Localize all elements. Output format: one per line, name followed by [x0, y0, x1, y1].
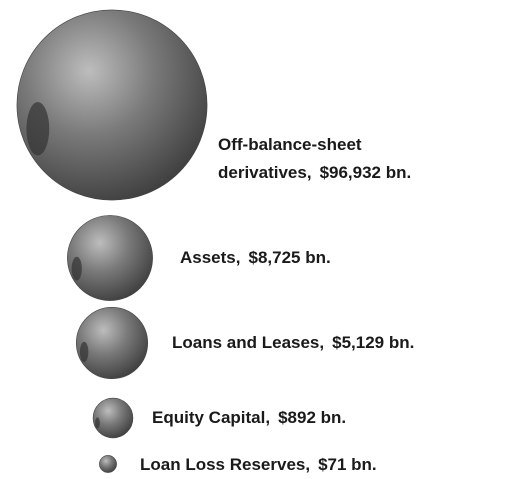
value-label: $892 bn. — [278, 408, 347, 427]
label: Equity Capital, $892 bn. — [152, 404, 346, 432]
category-label: Loans and Leases, — [172, 333, 325, 352]
value-label: $71 bn. — [318, 455, 377, 474]
category-label: Assets, — [180, 248, 241, 267]
category-label: Off-balance-sheet derivatives, — [218, 135, 362, 182]
category-label: Loan Loss Reserves, — [140, 455, 311, 474]
sphere-shade — [26, 102, 50, 156]
sphere-shade — [71, 256, 82, 281]
sphere — [67, 215, 153, 301]
value-label: $96,932 bn. — [319, 163, 412, 182]
sphere — [99, 455, 117, 473]
sphere-shade — [79, 341, 89, 362]
label: Assets, $8,725 bn. — [180, 244, 331, 272]
category-label: Equity Capital, — [152, 408, 271, 427]
value-label: $8,725 bn. — [248, 248, 331, 267]
label: Off-balance-sheet derivatives, $96,932 bn… — [218, 131, 448, 187]
label: Loans and Leases, $5,129 bn. — [172, 329, 414, 357]
sphere-shade — [95, 417, 100, 429]
sphere — [92, 397, 134, 439]
sphere — [16, 9, 208, 201]
value-label: $5,129 bn. — [332, 333, 415, 352]
sphere — [76, 307, 148, 379]
label: Loan Loss Reserves, $71 bn. — [140, 451, 377, 479]
